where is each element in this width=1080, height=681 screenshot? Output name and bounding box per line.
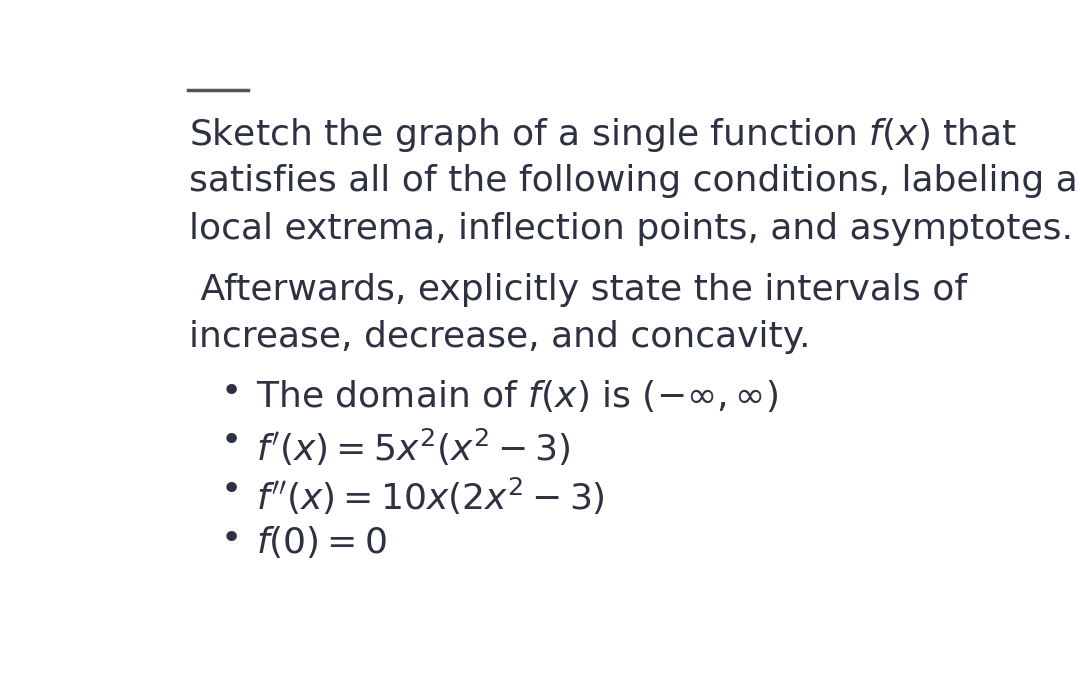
Text: Afterwards, explicitly state the intervals of: Afterwards, explicitly state the interva…: [189, 273, 968, 307]
Text: •: •: [220, 424, 242, 458]
Text: •: •: [220, 473, 242, 507]
Text: $f'(x) = 5x^2(x^2 - 3)$: $f'(x) = 5x^2(x^2 - 3)$: [256, 427, 571, 468]
Text: Sketch the graph of a single function $f(x)$ that: Sketch the graph of a single function $f…: [189, 116, 1017, 154]
Text: local extrema, inflection points, and asymptotes.: local extrema, inflection points, and as…: [189, 212, 1074, 247]
Text: $f(0) = 0$: $f(0) = 0$: [256, 524, 388, 560]
Text: •: •: [220, 522, 242, 556]
Text: The domain of $f(x)$ is $(-\infty, \infty)$: The domain of $f(x)$ is $(-\infty, \inft…: [256, 378, 779, 414]
Text: satisfies all of the following conditions, labeling all: satisfies all of the following condition…: [189, 164, 1080, 198]
Text: •: •: [220, 375, 242, 409]
Text: $f''(x) = 10x(2x^2 - 3)$: $f''(x) = 10x(2x^2 - 3)$: [256, 475, 605, 517]
Text: increase, decrease, and concavity.: increase, decrease, and concavity.: [189, 320, 811, 354]
